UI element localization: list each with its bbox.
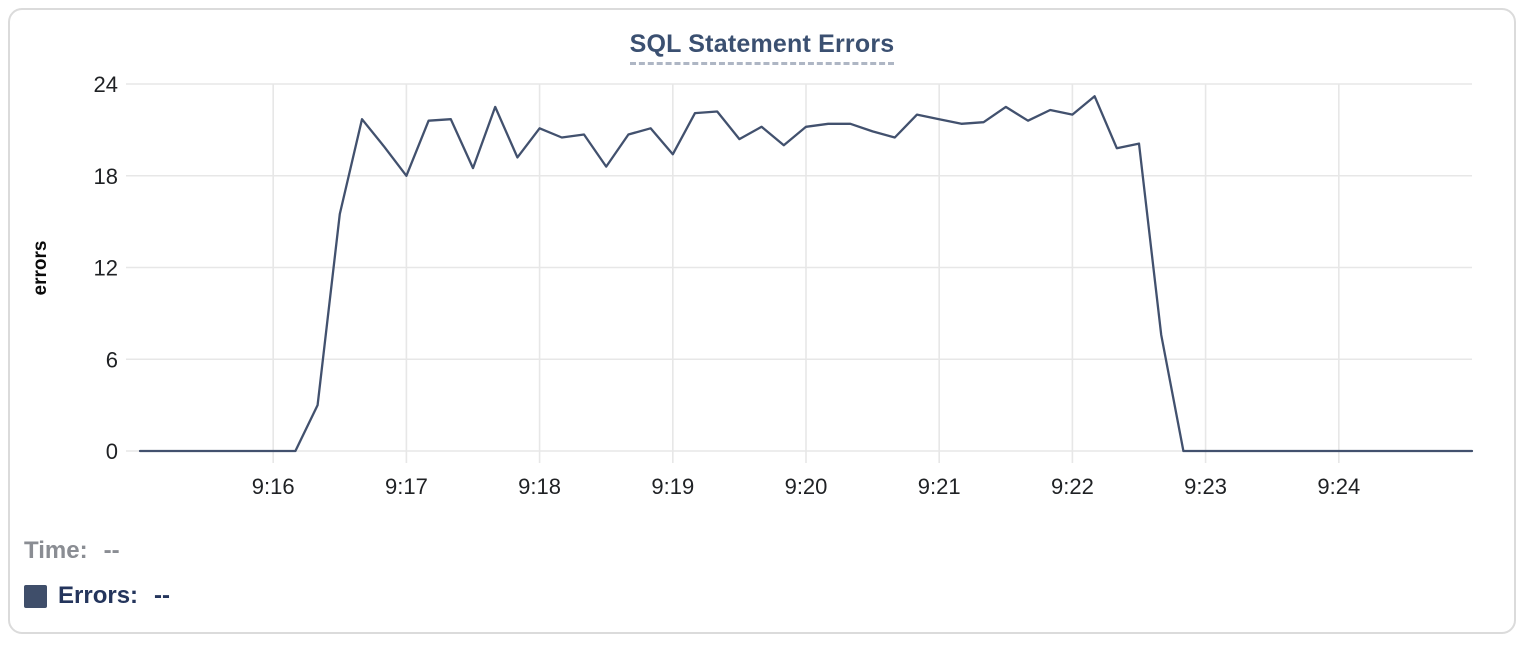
y-tick-label: 24 bbox=[94, 72, 118, 97]
x-tick-label: 9:18 bbox=[518, 474, 561, 499]
x-tick-label: 9:16 bbox=[252, 474, 295, 499]
y-tick-label: 6 bbox=[106, 347, 118, 372]
y-tick-label: 18 bbox=[94, 164, 118, 189]
chart-title-row: SQL Statement Errors bbox=[10, 32, 1514, 65]
x-tick-label: 9:23 bbox=[1184, 474, 1227, 499]
series-line-errors bbox=[138, 95, 1474, 453]
errors-series-swatch-icon[interactable] bbox=[24, 584, 47, 608]
y-tick-label: 0 bbox=[106, 439, 118, 464]
legend-time-label: Time: bbox=[24, 537, 88, 564]
x-tick-label: 9:19 bbox=[651, 474, 694, 499]
x-tick-label: 9:17 bbox=[385, 474, 428, 499]
x-tick-label: 9:22 bbox=[1051, 474, 1094, 499]
legend-errors-row: Errors: -- bbox=[24, 584, 170, 608]
legend-errors-label: Errors: bbox=[58, 582, 139, 609]
x-tick-label: 9:20 bbox=[785, 474, 828, 499]
legend-errors-value: -- bbox=[154, 582, 171, 609]
y-axis-label: errors bbox=[30, 241, 51, 296]
x-tick-label: 9:24 bbox=[1317, 474, 1360, 499]
x-tick-label: 9:21 bbox=[918, 474, 961, 499]
chart-card: SQL Statement Errors bbox=[8, 8, 1516, 634]
chart-title[interactable]: SQL Statement Errors bbox=[629, 32, 895, 65]
y-tick-label: 12 bbox=[94, 256, 118, 281]
legend-time-value: -- bbox=[103, 537, 120, 564]
legend-time-row: Time: -- bbox=[24, 539, 120, 563]
